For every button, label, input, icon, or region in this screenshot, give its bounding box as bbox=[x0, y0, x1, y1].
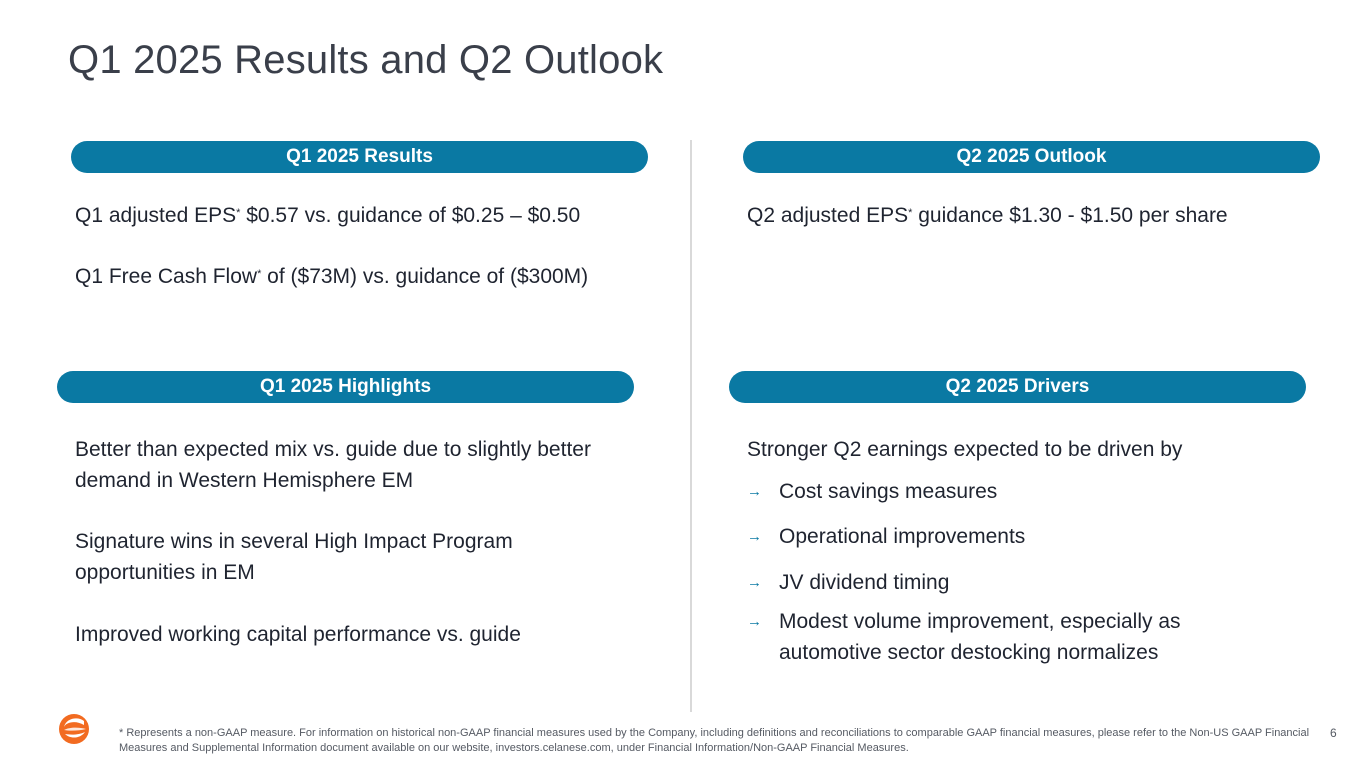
company-logo bbox=[59, 714, 89, 744]
arrow-right-icon: → bbox=[747, 613, 762, 630]
q2-eps-guidance-text: Q2 adjusted EPS* guidance $1.30 - $1.50 … bbox=[747, 204, 1228, 227]
highlight-item: Signature wins in several High Impact Pr… bbox=[75, 530, 513, 584]
page-title: Q1 2025 Results and Q2 Outlook bbox=[68, 38, 664, 82]
outlook-header: Q2 2025 Outlook bbox=[743, 141, 1320, 173]
highlights-header: Q1 2025 Highlights bbox=[57, 371, 634, 403]
results-header: Q1 2025 Results bbox=[71, 141, 648, 173]
page-number: 6 bbox=[1330, 726, 1337, 740]
drivers-header: Q2 2025 Drivers bbox=[729, 371, 1306, 403]
highlight-item: Improved working capital performance vs.… bbox=[75, 623, 521, 646]
arrow-right-icon: → bbox=[747, 528, 762, 545]
column-divider bbox=[690, 140, 692, 712]
drivers-intro: Stronger Q2 earnings expected to be driv… bbox=[747, 438, 1183, 461]
q1-eps-text: Q1 adjusted EPS* $0.57 vs. guidance of $… bbox=[75, 204, 581, 227]
arrow-right-icon: → bbox=[747, 574, 762, 591]
q1-fcf-text: Q1 Free Cash Flow* of ($73M) vs. guidanc… bbox=[75, 265, 589, 288]
highlight-item: Better than expected mix vs. guide due t… bbox=[75, 438, 591, 492]
footnote: * Represents a non-GAAP measure. For inf… bbox=[119, 727, 1310, 754]
arrow-right-icon: → bbox=[747, 483, 762, 500]
